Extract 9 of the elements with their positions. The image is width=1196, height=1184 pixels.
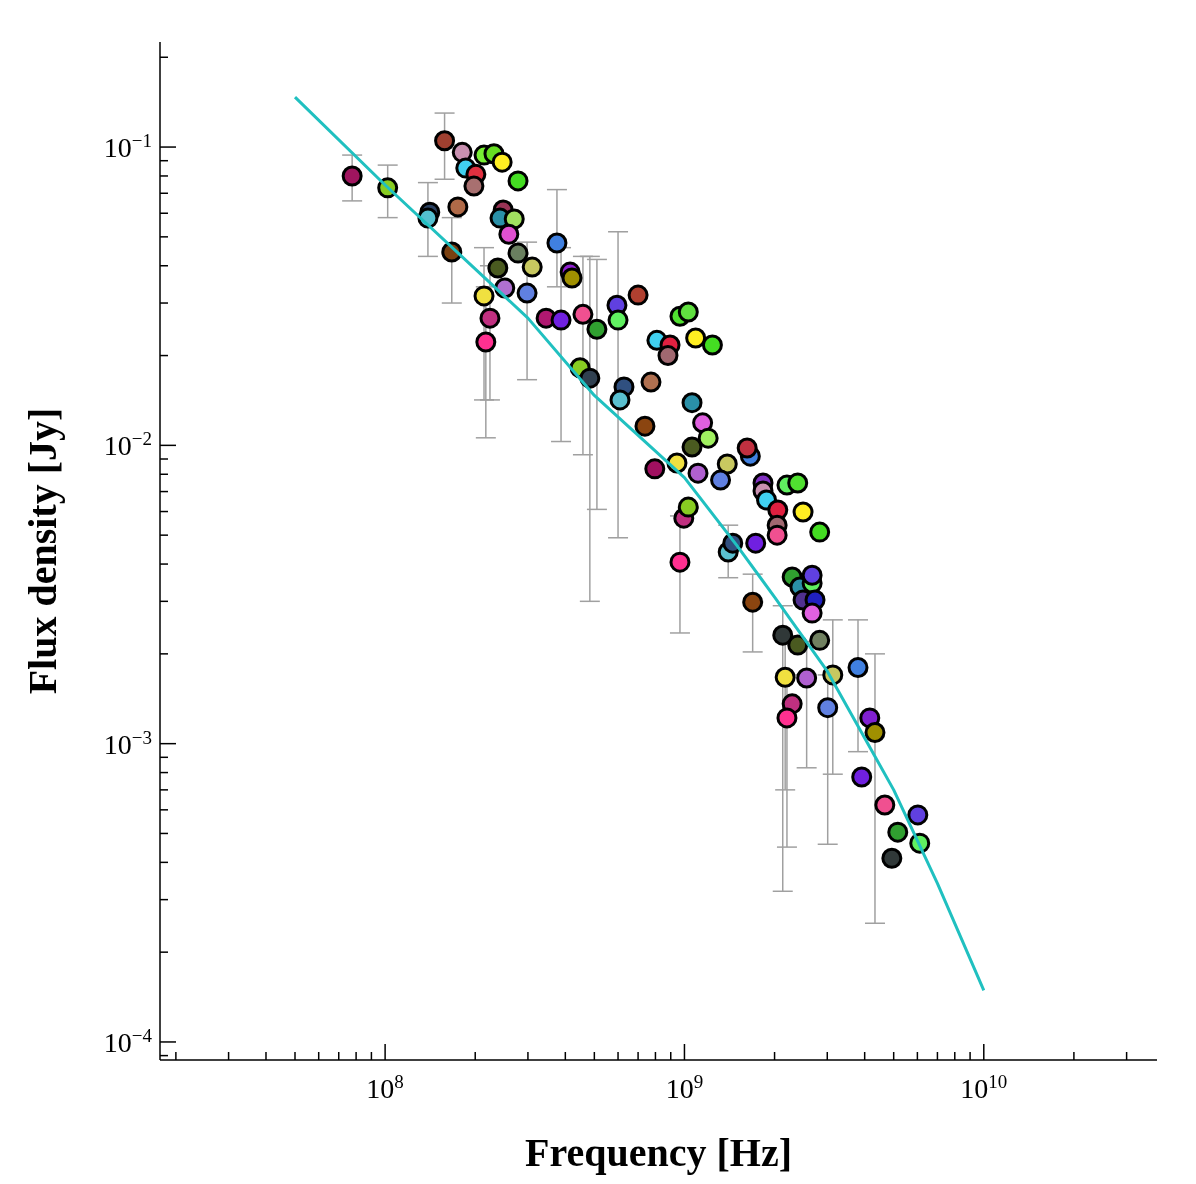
y-tick-label: 10$^{−1}$	[103, 129, 152, 164]
x-tick-label: 10$^{9}$	[665, 1070, 704, 1104]
y-axis-title: Flux density [Jy]	[20, 407, 66, 695]
y-tick-label: 10$^{−2}$	[103, 427, 152, 462]
x-tick-label: 10$^{8}$	[366, 1070, 404, 1104]
x-tick-label: 10$^{10}$	[960, 1070, 1008, 1104]
x-axis-title: Frequency [Hz]	[525, 1130, 792, 1175]
y-tick-label: 10$^{−3}$	[103, 726, 152, 760]
y-tick-label: 10$^{−4}$	[103, 1024, 153, 1058]
